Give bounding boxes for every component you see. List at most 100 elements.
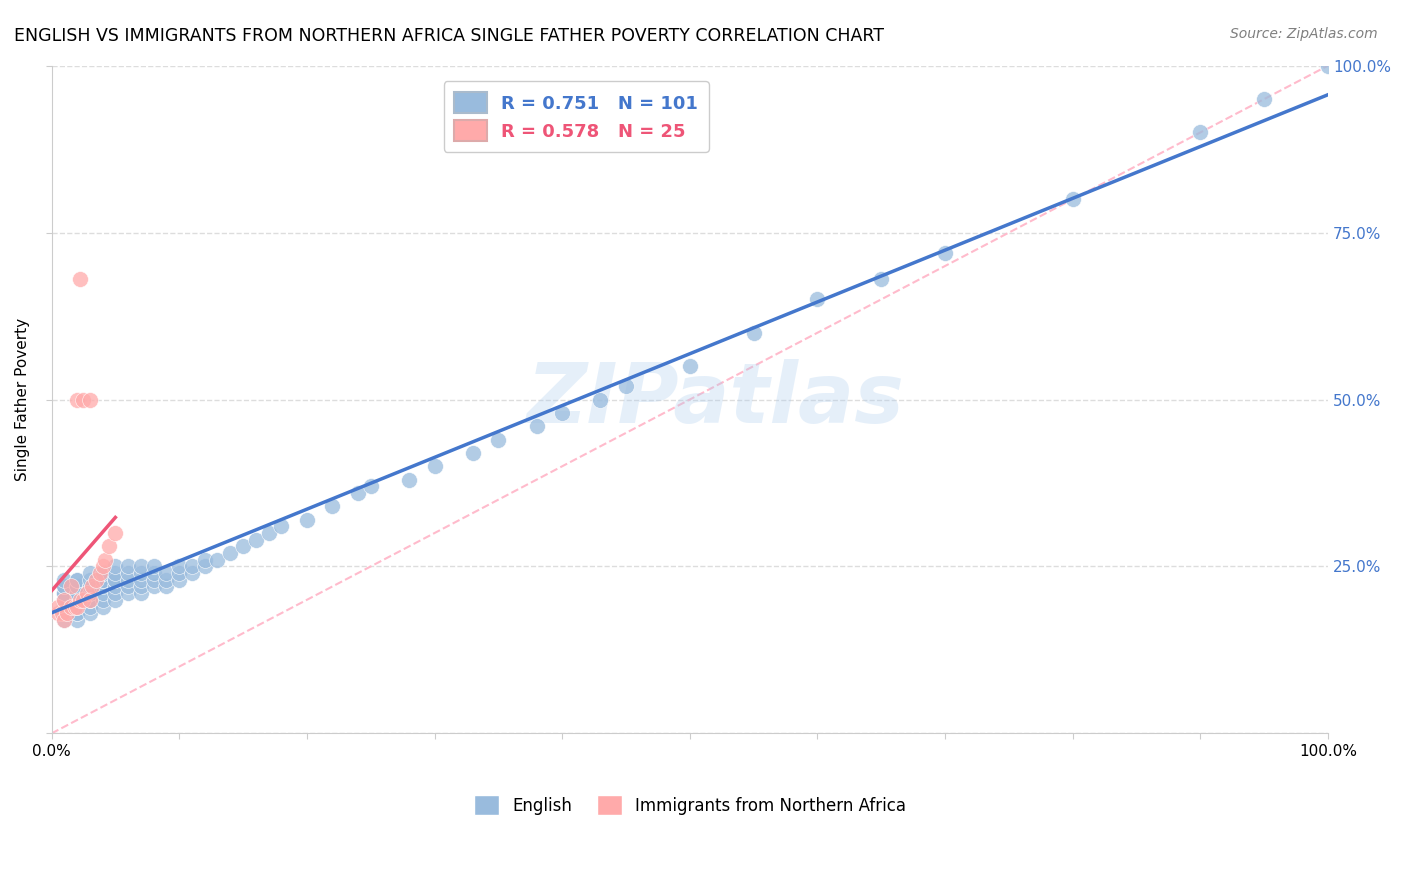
- Point: [117, 559, 139, 574]
- Point: [167, 559, 190, 574]
- Point: [129, 586, 152, 600]
- Point: [66, 573, 89, 587]
- Point: [66, 586, 89, 600]
- Point: [53, 592, 76, 607]
- Point: [181, 559, 204, 574]
- Point: [461, 446, 484, 460]
- Point: [104, 579, 127, 593]
- Point: [486, 433, 509, 447]
- Point: [66, 586, 89, 600]
- Point: [79, 592, 101, 607]
- Point: [360, 479, 382, 493]
- Point: [526, 419, 548, 434]
- Point: [104, 566, 127, 581]
- Point: [155, 566, 177, 581]
- Point: [82, 579, 104, 593]
- Point: [321, 500, 343, 514]
- Point: [51, 606, 73, 620]
- Text: ZIPatlas: ZIPatlas: [526, 359, 904, 440]
- Point: [934, 245, 956, 260]
- Point: [53, 592, 76, 607]
- Point: [46, 606, 69, 620]
- Point: [69, 272, 91, 286]
- Point: [69, 592, 91, 607]
- Point: [614, 379, 637, 393]
- Point: [423, 459, 446, 474]
- Point: [155, 573, 177, 587]
- Point: [245, 533, 267, 547]
- Point: [76, 586, 98, 600]
- Point: [79, 573, 101, 587]
- Point: [270, 519, 292, 533]
- Point: [181, 566, 204, 581]
- Point: [167, 573, 190, 587]
- Point: [129, 566, 152, 581]
- Point: [79, 606, 101, 620]
- Point: [91, 592, 114, 607]
- Point: [66, 599, 89, 614]
- Point: [66, 579, 89, 593]
- Point: [79, 592, 101, 607]
- Text: ENGLISH VS IMMIGRANTS FROM NORTHERN AFRICA SINGLE FATHER POVERTY CORRELATION CHA: ENGLISH VS IMMIGRANTS FROM NORTHERN AFRI…: [14, 27, 884, 45]
- Point: [94, 553, 117, 567]
- Point: [79, 592, 101, 607]
- Y-axis label: Single Father Poverty: Single Father Poverty: [15, 318, 30, 481]
- Point: [129, 559, 152, 574]
- Point: [91, 566, 114, 581]
- Point: [72, 592, 94, 607]
- Point: [142, 573, 165, 587]
- Point: [551, 406, 574, 420]
- Point: [142, 559, 165, 574]
- Point: [53, 613, 76, 627]
- Point: [117, 579, 139, 593]
- Point: [63, 599, 86, 614]
- Point: [398, 473, 420, 487]
- Point: [91, 579, 114, 593]
- Point: [91, 566, 114, 581]
- Point: [66, 592, 89, 607]
- Point: [207, 553, 229, 567]
- Point: [232, 540, 254, 554]
- Point: [1062, 192, 1084, 206]
- Point: [679, 359, 702, 373]
- Point: [104, 573, 127, 587]
- Point: [72, 392, 94, 407]
- Point: [53, 586, 76, 600]
- Point: [79, 392, 101, 407]
- Point: [91, 559, 114, 574]
- Point: [53, 599, 76, 614]
- Point: [79, 586, 101, 600]
- Point: [167, 566, 190, 581]
- Point: [347, 486, 370, 500]
- Point: [742, 326, 765, 340]
- Point: [66, 579, 89, 593]
- Point: [53, 592, 76, 607]
- Point: [1253, 92, 1275, 106]
- Point: [1317, 59, 1340, 73]
- Point: [117, 586, 139, 600]
- Point: [53, 586, 76, 600]
- Point: [79, 599, 101, 614]
- Point: [79, 579, 101, 593]
- Text: Source: ZipAtlas.com: Source: ZipAtlas.com: [1230, 27, 1378, 41]
- Point: [66, 599, 89, 614]
- Point: [219, 546, 242, 560]
- Point: [104, 559, 127, 574]
- Point: [53, 579, 76, 593]
- Point: [257, 526, 280, 541]
- Point: [66, 573, 89, 587]
- Point: [870, 272, 893, 286]
- Point: [53, 573, 76, 587]
- Point: [1189, 125, 1212, 139]
- Point: [79, 566, 101, 581]
- Point: [66, 606, 89, 620]
- Point: [129, 573, 152, 587]
- Point: [91, 586, 114, 600]
- Point: [46, 599, 69, 614]
- Point: [91, 573, 114, 587]
- Point: [142, 579, 165, 593]
- Point: [53, 599, 76, 614]
- Point: [104, 573, 127, 587]
- Point: [98, 540, 121, 554]
- Point: [53, 613, 76, 627]
